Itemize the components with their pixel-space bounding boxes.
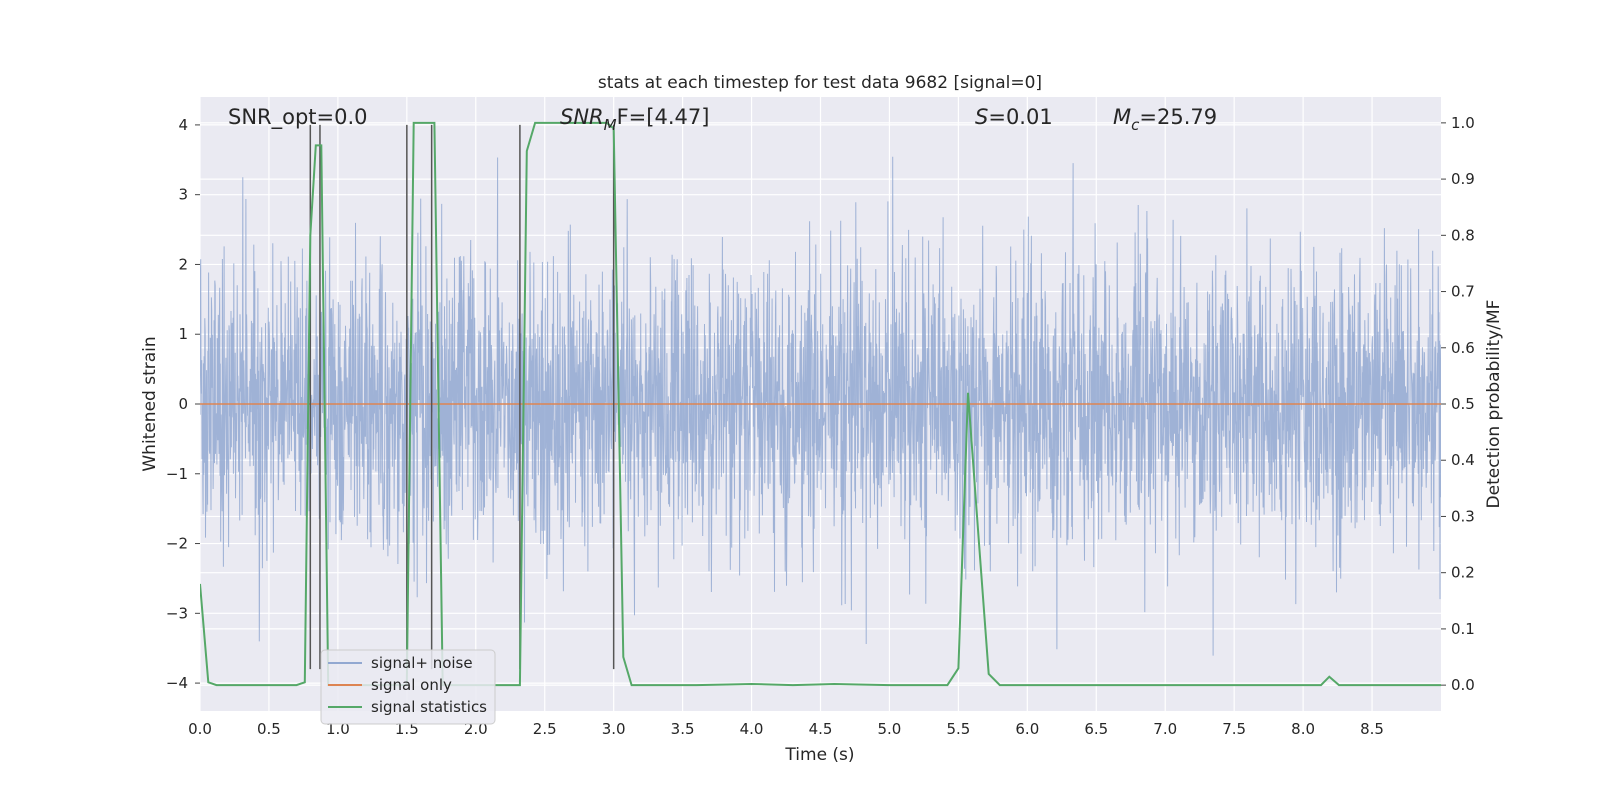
tick-labels: 0.0 0.5 1.0 1.5 2.0 2.5 3.0 3.5 4.0 4.5 5.0 5.5 6.0 6… [166,114,1475,738]
vertical-markers [309,124,615,670]
x-tick-label: 6.5 [1084,720,1108,738]
y2-tick-label: 0.8 [1451,226,1475,244]
x-axis-label: Time (s) [784,745,854,765]
x-tick-label: 4.5 [809,720,833,738]
y-axis-label: Whitened strain [140,336,160,471]
legend-label-signal-noise: signal+ noise [371,654,473,672]
signal-statistics-series [200,121,1441,687]
y2-tick-label: 0.2 [1451,564,1475,582]
y-tick-label: −1 [166,465,188,483]
x-tick-label: 7.5 [1222,720,1246,738]
annotation-snr-mf: SNRMF=[4.47] [560,105,709,134]
y-tick-label: −4 [166,674,188,692]
x-tick-label: 8.5 [1360,720,1384,738]
y2-tick-label: 0.0 [1451,676,1475,694]
signal-statistics-line [200,121,1441,687]
annotation-snr-opt: SNR_opt=0.0 [228,105,368,130]
x-tick-label: 0.0 [188,720,212,738]
y2-tick-label: 0.4 [1451,451,1475,469]
x-tick-label: 2.5 [533,720,557,738]
y2-tick-label: 1.0 [1451,114,1475,132]
y2-tick-label: 0.3 [1451,507,1475,525]
y2-tick-label: 0.1 [1451,620,1475,638]
legend: signal+ noise signal only signal statist… [320,649,496,725]
legend-box [320,649,496,725]
x-tick-label: 7.0 [1153,720,1177,738]
annotation-mc: Mc=25.79 [1113,105,1217,134]
y-tick-label: −2 [166,535,188,553]
y-tick-label: 4 [178,116,188,134]
x-tick-label: 0.5 [257,720,281,738]
x-tick-label: 3.5 [671,720,695,738]
x-tick-label: 5.5 [946,720,970,738]
y-tick-label: 0 [178,395,188,413]
y2-tick-label: 0.9 [1451,170,1475,188]
legend-label-signal-statistics: signal statistics [371,698,487,716]
x-tick-label: 8.0 [1291,720,1315,738]
annotation-s: S=0.01 [975,105,1053,129]
y2-tick-label: 0.5 [1451,395,1475,413]
y-tick-label: 3 [178,186,188,204]
x-tick-label: 6.0 [1015,720,1039,738]
chart-title: stats at each timestep for test data 968… [598,73,1042,93]
y-tick-label: −3 [166,604,188,622]
y-tick-label: 2 [178,255,188,273]
y2-tick-label: 0.6 [1451,339,1475,357]
x-tick-label: 5.0 [878,720,902,738]
y-tick-label: 1 [178,325,188,343]
x-tick-label: 4.0 [740,720,764,738]
x-tick-label: 3.0 [602,720,626,738]
legend-label-signal-only: signal only [371,676,452,694]
y2-axis-label: Detection probability/MF [1484,300,1504,509]
y2-tick-label: 0.7 [1451,283,1475,301]
